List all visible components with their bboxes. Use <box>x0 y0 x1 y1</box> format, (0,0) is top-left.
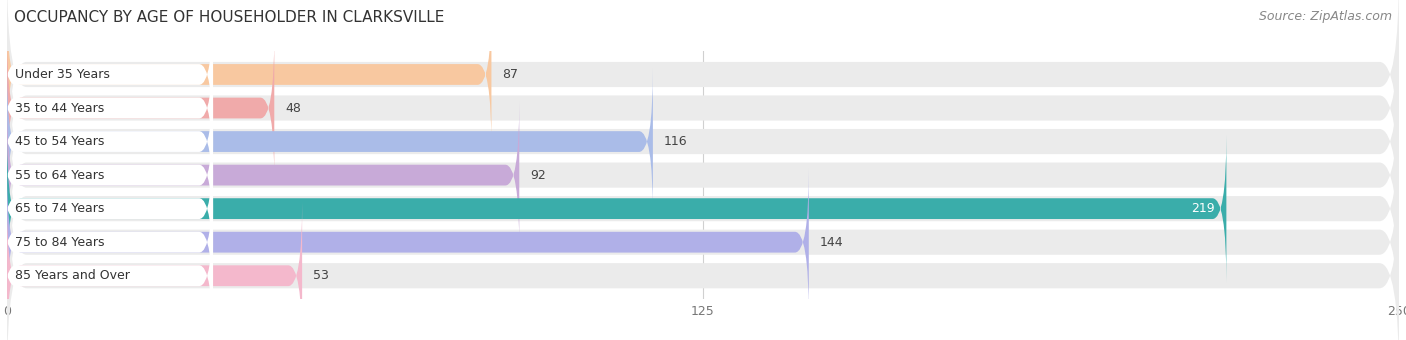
FancyBboxPatch shape <box>7 0 1399 179</box>
FancyBboxPatch shape <box>7 102 519 249</box>
Text: 48: 48 <box>285 102 301 115</box>
Text: 55 to 64 Years: 55 to 64 Years <box>15 169 105 182</box>
FancyBboxPatch shape <box>7 104 1399 313</box>
FancyBboxPatch shape <box>7 137 1399 340</box>
FancyBboxPatch shape <box>1 35 214 182</box>
FancyBboxPatch shape <box>7 135 1226 282</box>
Text: OCCUPANCY BY AGE OF HOUSEHOLDER IN CLARKSVILLE: OCCUPANCY BY AGE OF HOUSEHOLDER IN CLARK… <box>14 10 444 25</box>
Text: 92: 92 <box>530 169 546 182</box>
FancyBboxPatch shape <box>7 3 1399 213</box>
Text: 75 to 84 Years: 75 to 84 Years <box>15 236 105 249</box>
Text: 116: 116 <box>664 135 688 148</box>
Text: 85 Years and Over: 85 Years and Over <box>15 269 131 282</box>
Text: 87: 87 <box>502 68 519 81</box>
FancyBboxPatch shape <box>7 171 1399 340</box>
Text: Under 35 Years: Under 35 Years <box>15 68 110 81</box>
Text: 219: 219 <box>1192 202 1215 215</box>
FancyBboxPatch shape <box>1 102 214 249</box>
FancyBboxPatch shape <box>7 68 652 215</box>
FancyBboxPatch shape <box>7 202 302 340</box>
FancyBboxPatch shape <box>7 37 1399 246</box>
FancyBboxPatch shape <box>7 35 274 182</box>
FancyBboxPatch shape <box>1 135 214 282</box>
Text: 45 to 54 Years: 45 to 54 Years <box>15 135 105 148</box>
FancyBboxPatch shape <box>1 68 214 215</box>
FancyBboxPatch shape <box>7 1 492 148</box>
FancyBboxPatch shape <box>7 169 808 316</box>
Text: 65 to 74 Years: 65 to 74 Years <box>15 202 105 215</box>
FancyBboxPatch shape <box>1 169 214 316</box>
Text: 144: 144 <box>820 236 844 249</box>
Text: 35 to 44 Years: 35 to 44 Years <box>15 102 104 115</box>
FancyBboxPatch shape <box>7 70 1399 280</box>
Text: Source: ZipAtlas.com: Source: ZipAtlas.com <box>1258 10 1392 23</box>
FancyBboxPatch shape <box>1 1 214 148</box>
Text: 53: 53 <box>314 269 329 282</box>
FancyBboxPatch shape <box>1 202 214 340</box>
